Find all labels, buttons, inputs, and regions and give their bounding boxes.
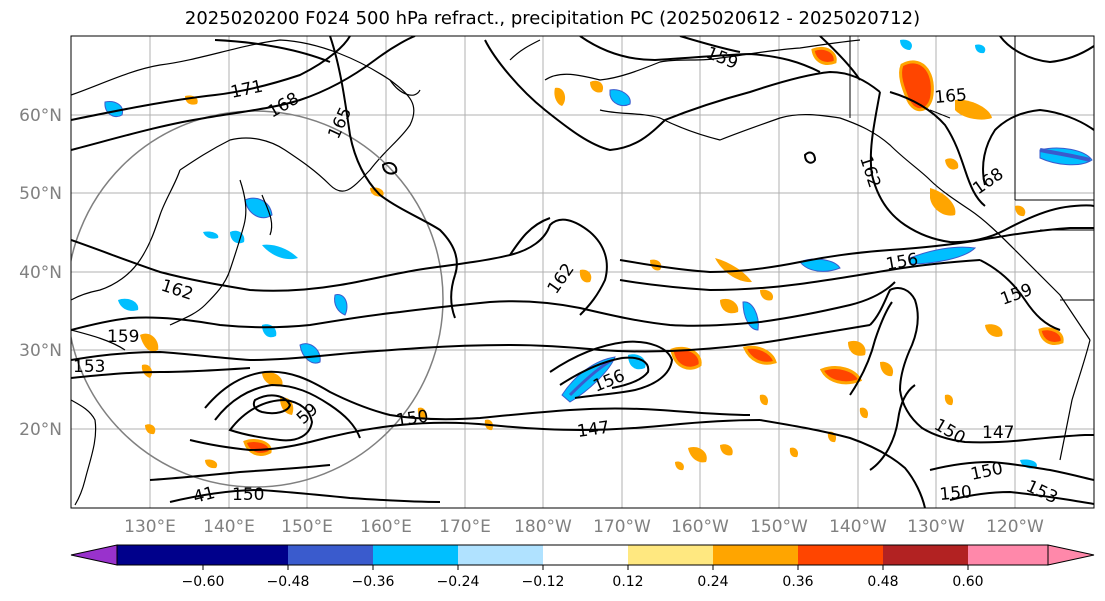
lon-label: 120°W <box>986 517 1044 537</box>
precip-shading <box>104 39 1093 471</box>
lon-label: 140°W <box>829 517 887 537</box>
lon-label: 150°E <box>281 517 333 537</box>
lon-label: 130°E <box>124 517 176 537</box>
lon-label: 160°E <box>360 517 412 537</box>
lon-label: 160°W <box>671 517 729 537</box>
colorbar-segment <box>628 545 713 565</box>
lon-label: 170°W <box>593 517 651 537</box>
contour-label: 147 <box>576 418 611 442</box>
latitude-labels: 60°N 50°N 40°N 30°N 20°N <box>19 106 62 440</box>
colorbar-tick-label: 0.48 <box>867 574 898 590</box>
colorbar-tick-label: −0.24 <box>437 574 480 590</box>
colorbar-segment <box>117 545 203 565</box>
contour-label: 165 <box>934 85 968 108</box>
lon-label: 170°E <box>439 517 491 537</box>
lon-label: 150°W <box>750 517 808 537</box>
colorbar-tick-label: −0.12 <box>522 574 565 590</box>
colorbar-extend-low <box>70 544 118 566</box>
map-frame <box>70 35 1095 509</box>
colorbar-segment <box>203 545 288 565</box>
lon-label: 140°E <box>203 517 255 537</box>
colorbar-segment <box>543 545 628 565</box>
contour-label: 150 <box>395 407 430 431</box>
colorbar-segment <box>458 545 543 565</box>
colorbar-segment <box>373 545 458 565</box>
contour-label: 147 <box>982 423 1014 443</box>
colorbar-segment <box>288 545 373 565</box>
political-borders <box>849 36 1094 301</box>
colorbar-tick-label: 0.24 <box>697 574 728 590</box>
colorbar-segment <box>713 545 798 565</box>
lon-label: 180°W <box>514 517 572 537</box>
colorbar-extend-high <box>1047 544 1095 566</box>
colorbar-ticks <box>202 565 969 570</box>
lat-label: 60°N <box>19 106 62 126</box>
colorbar-segment <box>798 545 883 565</box>
contour-label: 159 <box>107 327 139 347</box>
colorbar-tick-label: 0.36 <box>782 574 813 590</box>
map-title: 2025020200 F024 500 hPa refract., precip… <box>184 8 921 29</box>
colorbar-tick-label: −0.60 <box>182 574 225 590</box>
lat-label: 40°N <box>19 263 62 283</box>
colorbar-outline <box>116 544 1049 566</box>
colorbar-tick-label: 0.60 <box>952 574 983 590</box>
colorbar-tick-label: 0.12 <box>612 574 643 590</box>
lat-label: 20°N <box>19 420 62 440</box>
refractivity-contours <box>71 36 1094 508</box>
coastlines <box>71 39 1091 506</box>
colorbar-tick-label: −0.48 <box>267 574 310 590</box>
contour-label: 150 <box>232 485 264 505</box>
colorbar-segment <box>968 545 1048 565</box>
lat-label: 50°N <box>19 184 62 204</box>
map-area: 171 168 165 159 165 162 168 162 156 162 … <box>71 36 1094 508</box>
lat-label: 30°N <box>19 341 62 361</box>
graticule <box>71 36 1094 508</box>
contour-label: 153 <box>73 357 105 377</box>
contour-label: 150 <box>939 482 973 505</box>
colorbar-segment <box>883 545 968 565</box>
longitude-labels: 130°E 140°E 150°E 160°E 170°E 180°W 170°… <box>124 517 1044 537</box>
colorbar: −0.60 −0.48 −0.36 −0.24 −0.12 0.12 0.24 … <box>70 544 1095 590</box>
lon-label: 130°W <box>907 517 965 537</box>
colorbar-tick-label: −0.36 <box>352 574 395 590</box>
range-circle <box>71 110 444 488</box>
